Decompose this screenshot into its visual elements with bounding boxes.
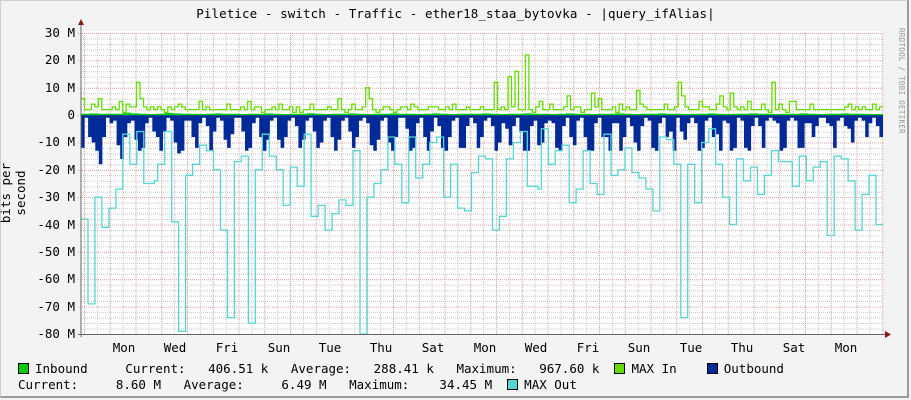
outbound-area — [81, 115, 883, 165]
y-tick-label: -30 M — [37, 189, 75, 205]
inbound-area — [81, 112, 883, 116]
x-tick-label: Sat — [782, 340, 806, 355]
legend-row-2: Current: 8.60 M Average: 6.49 M Maximum:… — [18, 377, 592, 392]
y-axis-arrow — [78, 19, 84, 25]
x-tick-label: Sun — [627, 340, 651, 355]
legend-label: Inbound — [35, 361, 103, 376]
legend-label: MAX In — [631, 361, 707, 376]
legend-entry: Outbound — [706, 361, 800, 376]
x-tick-label: Thu — [369, 340, 393, 355]
y-tick-label: -50 M — [37, 243, 75, 259]
max-in-line — [81, 54, 883, 114]
legend-swatch-icon — [614, 363, 626, 374]
x-tick-label: Thu — [730, 340, 754, 355]
y-tick-label: 20 M — [44, 52, 75, 68]
plot-background — [81, 31, 883, 334]
x-tick-label: Tue — [679, 340, 703, 355]
x-tick-label: Wed — [163, 340, 187, 355]
legend-label: MAX Out — [524, 377, 592, 392]
x-tick-label: Sun — [267, 340, 291, 355]
legend-entry: Inbound — [18, 361, 103, 376]
y-tick-label: -70 M — [37, 298, 75, 314]
y-tick-label: -40 M — [37, 216, 75, 232]
x-tick-label: Mon — [473, 340, 497, 355]
y-tick-label: -10 M — [37, 134, 75, 150]
x-tick-label: Tue — [318, 340, 342, 355]
y-tick-label: -60 M — [37, 271, 75, 287]
legend-label: Outbound — [723, 361, 800, 376]
y-tick-label: 0 — [67, 107, 75, 123]
x-tick-label: Fri — [215, 340, 239, 355]
x-tick-label: Fri — [576, 340, 600, 355]
x-tick-label: Wed — [524, 340, 548, 355]
legend-swatch-icon — [706, 363, 718, 374]
y-tick-label: -20 M — [37, 161, 75, 177]
x-tick-label: Mon — [834, 340, 858, 355]
legend-swatch-icon — [18, 363, 29, 374]
legend-stats: Current: 8.60 M Average: 6.49 M Maximum:… — [18, 377, 508, 392]
x-tick-label: Sat — [421, 340, 445, 355]
legend-stats: Current: 406.51 k Average: 288.41 k Maxi… — [102, 361, 615, 376]
x-tick-label: Mon — [112, 340, 136, 355]
y-tick-label: -80 M — [37, 326, 75, 341]
legend-entry: MAX In — [614, 361, 706, 376]
legend-row-1: Inbound Current: 406.51 k Average: 288.4… — [18, 361, 799, 376]
legend-swatch-icon — [507, 379, 519, 390]
rrdtool-credit: RRDTOOL / TOBI OETIKER — [897, 28, 906, 134]
x-axis-arrow — [885, 331, 891, 338]
max-out-line — [81, 128, 883, 335]
legend-entry: MAX Out — [507, 377, 592, 392]
y-tick-label: 10 M — [44, 79, 75, 95]
y-tick-label: 30 M — [44, 25, 75, 40]
chart-title: Piletice - switch - Traffic - ether18_st… — [196, 6, 715, 21]
